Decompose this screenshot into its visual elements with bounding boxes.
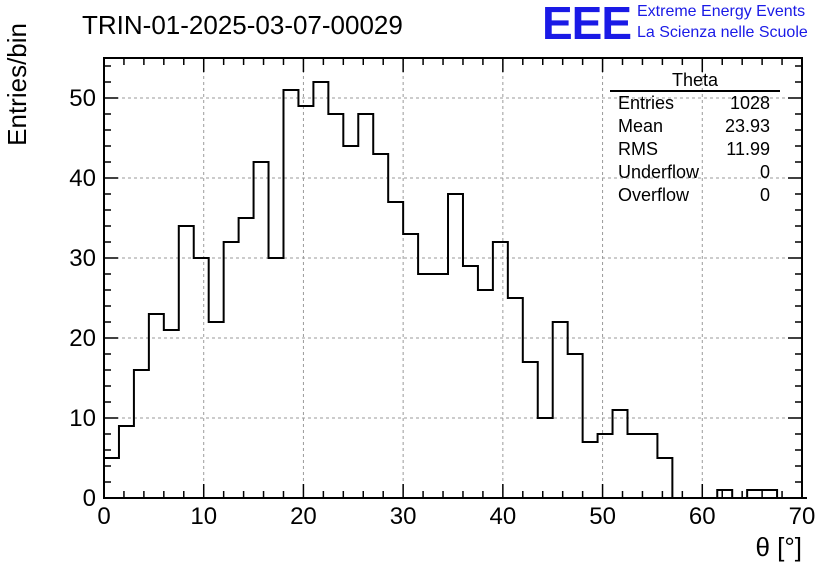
stats-title: Theta bbox=[610, 71, 780, 92]
histogram-outline bbox=[103, 81, 807, 499]
tick-labels: 0 10 20 30 40 50 60 70 0 10 20 30 40 50 bbox=[69, 85, 815, 530]
stats-row-mean: Mean 23.93 bbox=[610, 115, 780, 138]
stats-row-underflow: Underflow 0 bbox=[610, 161, 780, 184]
x-tick-label: 40 bbox=[490, 503, 517, 530]
y-tick-label: 50 bbox=[69, 85, 96, 112]
x-tick-label: 0 bbox=[97, 503, 110, 530]
plot-frame bbox=[103, 57, 803, 499]
stats-row-rms: RMS 11.99 bbox=[610, 138, 780, 161]
x-tick-label: 60 bbox=[689, 503, 716, 530]
stats-label: Entries bbox=[618, 93, 675, 113]
x-tick-label: 50 bbox=[589, 503, 616, 530]
logo-text-line2: La Scienza nelle Scuole bbox=[637, 24, 808, 41]
stats-value: 1028 bbox=[729, 93, 770, 113]
x-tick-label: 20 bbox=[290, 503, 317, 530]
stats-label: RMS bbox=[618, 139, 658, 159]
stats-row-entries: Entries 1028 bbox=[610, 92, 780, 115]
stats-label: Overflow bbox=[618, 185, 690, 205]
y-tick-label: 0 bbox=[83, 485, 96, 512]
x-tick-label: 10 bbox=[190, 503, 217, 530]
x-tick-label: 70 bbox=[789, 503, 816, 530]
y-tick-label: 30 bbox=[69, 245, 96, 272]
x-axis-label: θ [°] bbox=[755, 532, 802, 562]
axis-ticks bbox=[103, 58, 803, 499]
stats-value: 23.93 bbox=[724, 116, 770, 136]
y-axis-label: Entries/bin bbox=[2, 23, 32, 146]
stats-value: 0 bbox=[759, 185, 770, 205]
stats-label: Mean bbox=[618, 116, 664, 136]
stats-label: Underflow bbox=[618, 162, 700, 182]
y-tick-label: 40 bbox=[69, 165, 96, 192]
logo-text-line1: Extreme Energy Events bbox=[637, 3, 806, 20]
chart-title: TRIN-01-2025-03-07-00029 bbox=[82, 10, 403, 40]
x-tick-label: 30 bbox=[390, 503, 417, 530]
eee-logo: EEE bbox=[542, 0, 632, 49]
y-tick-label: 10 bbox=[69, 405, 96, 432]
stats-value: 11.99 bbox=[726, 139, 770, 159]
stats-row-overflow: Overflow 0 bbox=[610, 184, 780, 207]
stats-value: 0 bbox=[759, 162, 770, 182]
grid-lines bbox=[104, 58, 802, 498]
stats-box: Theta Entries 1028 Mean 23.93 RMS 11.99 … bbox=[610, 71, 780, 207]
y-tick-label: 20 bbox=[69, 325, 96, 352]
